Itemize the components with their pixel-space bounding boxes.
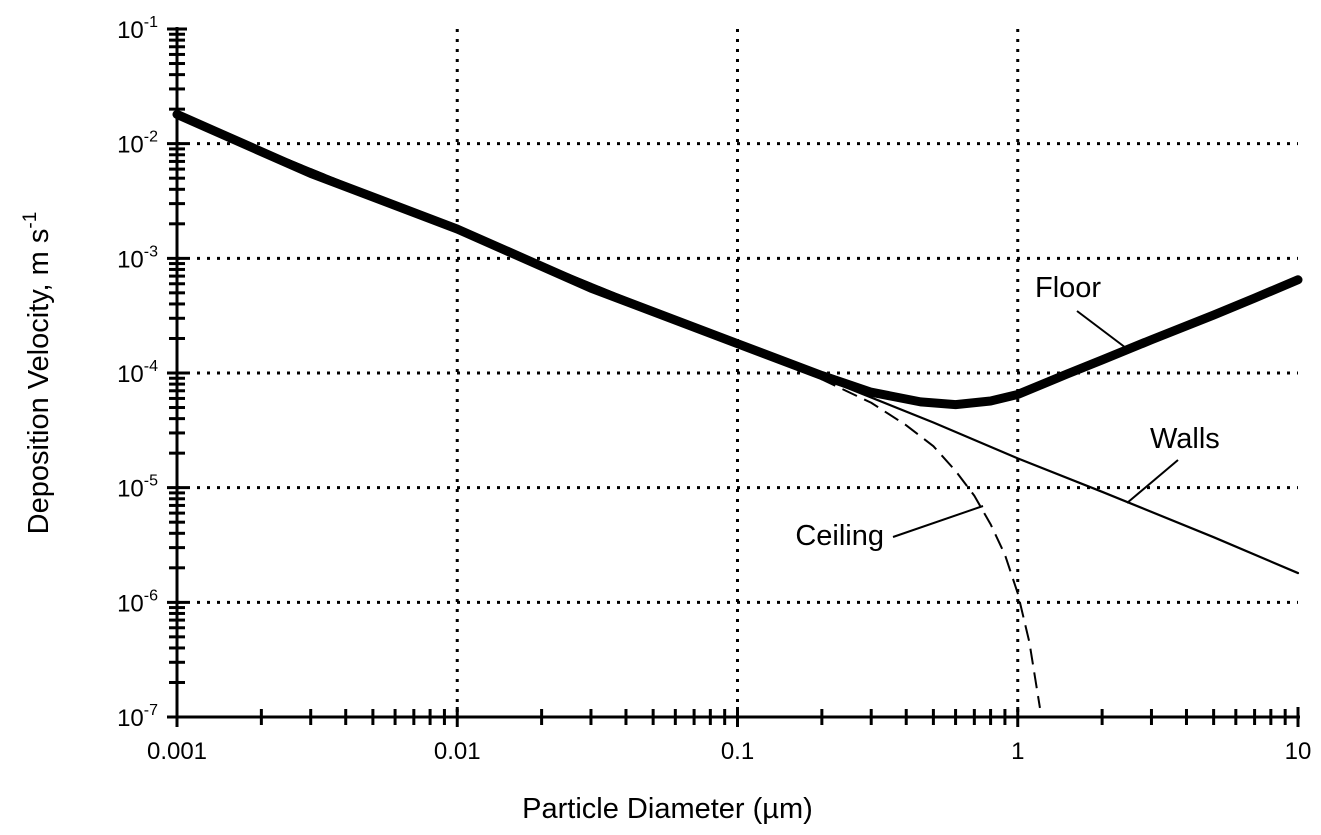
y-tick-label: 10-1 <box>117 14 158 44</box>
x-axis-title: Particle Diameter (µm) <box>522 793 813 825</box>
series-leader-floor <box>1076 310 1127 349</box>
series-label-floor: Floor <box>1035 272 1101 304</box>
labels-layer: 0.001 0.01 0.1 1 10 10-7 10-6 10-5 10-4 10-3 10-2 1… <box>20 14 1311 825</box>
y-tick-label: 10-6 <box>117 587 158 617</box>
x-tick-label: 10 <box>1285 738 1312 765</box>
series-layer <box>172 109 1303 709</box>
y-tick-label: 10-2 <box>117 129 158 159</box>
x-tick-label: 0.001 <box>147 738 207 765</box>
x-tick-label: 1 <box>1011 738 1024 765</box>
series-label-walls: Walls <box>1150 423 1220 455</box>
series-line-ceiling <box>176 113 1041 709</box>
y-tick-label: 10-5 <box>117 473 158 503</box>
series-label-ceiling: Ceiling <box>795 520 884 552</box>
grid-layer <box>177 29 1298 717</box>
y-tick-label: 10-3 <box>117 243 158 273</box>
y-axis-title: Deposition Velocity, m s-1 <box>20 212 55 535</box>
axes-layer <box>167 27 1300 727</box>
x-tick-label: 0.01 <box>434 738 481 765</box>
y-tick-label: 10-4 <box>117 358 158 388</box>
x-tick-label: 0.1 <box>721 738 754 765</box>
series-line-floor <box>172 109 1303 410</box>
y-tick-label: 10-7 <box>117 702 158 732</box>
series-line-walls <box>175 113 1300 575</box>
series-leader-ceiling <box>892 505 984 538</box>
series-leader-walls <box>1126 459 1179 504</box>
